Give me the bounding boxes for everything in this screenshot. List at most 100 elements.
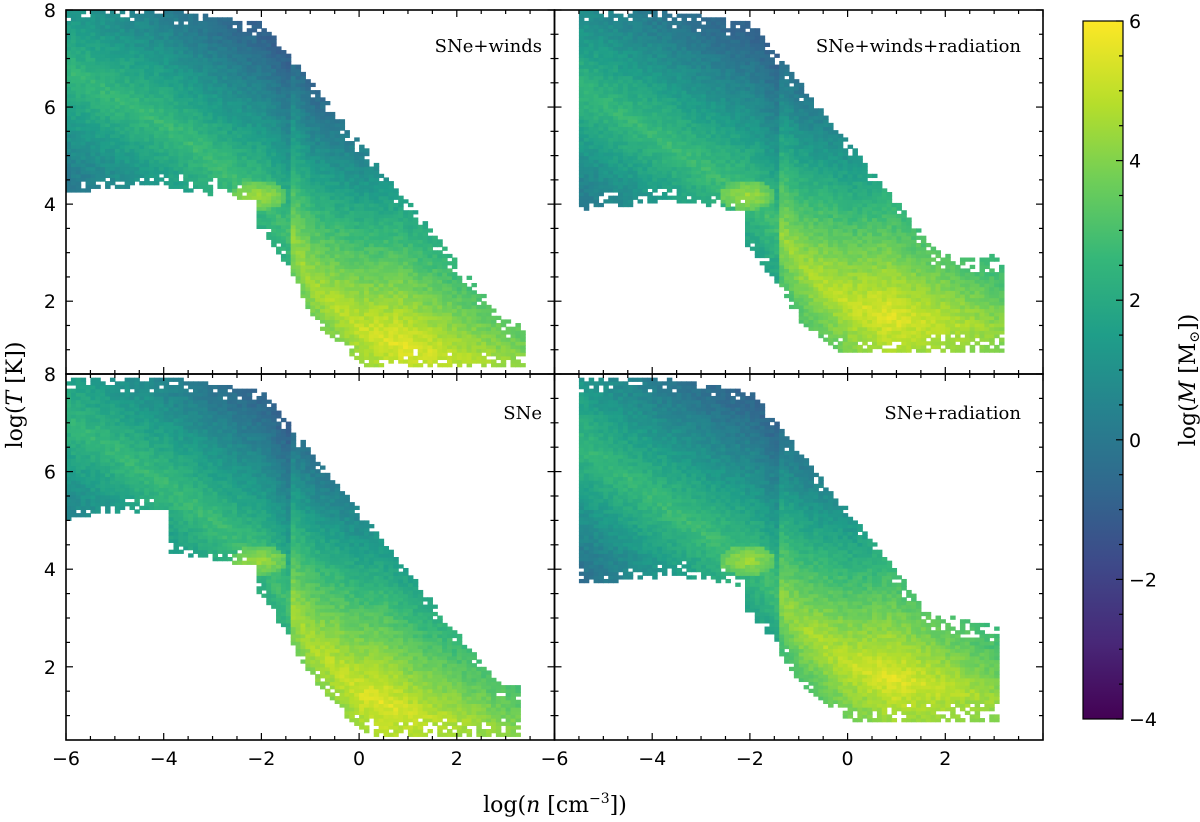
heatmap-cell xyxy=(598,28,604,33)
heatmap-cell xyxy=(188,20,194,26)
heatmap-cell xyxy=(114,144,121,149)
heatmap-cell xyxy=(437,323,443,328)
heatmap-cell xyxy=(271,79,277,84)
heatmap-cell xyxy=(359,261,365,266)
heatmap-cell xyxy=(437,319,443,324)
heatmap-cell xyxy=(334,181,341,186)
heatmap-cell xyxy=(163,10,170,15)
heatmap-cell xyxy=(193,173,199,179)
heatmap-cell xyxy=(290,166,297,171)
heatmap-cell xyxy=(349,268,355,273)
heatmap-cell xyxy=(344,170,350,175)
heatmap-cell xyxy=(618,202,624,208)
heatmap-cell xyxy=(129,126,135,131)
heatmap-cell xyxy=(329,151,336,157)
heatmap-cell xyxy=(300,253,306,259)
heatmap-cell xyxy=(227,115,233,120)
heatmap-cell xyxy=(139,50,145,55)
heatmap-cell xyxy=(149,75,155,80)
heatmap-cell xyxy=(124,82,131,88)
heatmap-cell xyxy=(329,286,336,291)
heatmap-cell xyxy=(66,86,72,91)
heatmap-cell xyxy=(276,60,282,66)
heatmap-cell xyxy=(149,10,155,15)
heatmap-cell xyxy=(613,57,619,62)
heatmap-cell xyxy=(266,177,272,182)
heatmap-cell xyxy=(109,162,116,168)
heatmap-cell xyxy=(251,108,258,113)
heatmap-cell xyxy=(608,90,614,95)
heatmap-cell xyxy=(427,315,433,320)
heatmap-cell xyxy=(207,108,214,113)
heatmap-cell xyxy=(603,79,609,84)
heatmap-cell xyxy=(652,111,658,117)
heatmap-cell xyxy=(627,195,634,200)
heatmap-cell xyxy=(432,326,438,331)
heatmap-cell xyxy=(222,90,228,95)
heatmap-cell xyxy=(578,104,585,109)
heatmap-cell xyxy=(183,126,189,131)
heatmap-cell xyxy=(280,115,287,120)
heatmap-cell xyxy=(349,159,355,164)
heatmap-cell xyxy=(329,246,336,251)
heatmap-cell xyxy=(613,42,619,47)
heatmap-cell xyxy=(622,82,629,88)
heatmap-cell xyxy=(85,111,92,117)
heatmap-cell xyxy=(349,177,355,182)
heatmap-cell xyxy=(295,64,302,69)
heatmap-cell xyxy=(613,90,619,95)
heatmap-cell xyxy=(378,210,385,215)
heatmap-cell xyxy=(271,57,277,62)
heatmap-cell xyxy=(236,64,243,69)
heatmap-cell xyxy=(363,195,370,200)
heatmap-cell xyxy=(266,210,272,215)
heatmap-cell xyxy=(398,250,404,255)
heatmap-cell xyxy=(300,181,306,186)
heatmap-cell xyxy=(334,188,341,193)
heatmap-cell xyxy=(642,71,648,77)
heatmap-cell xyxy=(344,133,350,138)
heatmap-cell xyxy=(627,141,634,146)
heatmap-cell xyxy=(515,352,521,357)
heatmap-cell xyxy=(202,130,209,135)
heatmap-cell xyxy=(90,68,96,73)
heatmap-cell xyxy=(188,111,194,117)
heatmap-cell xyxy=(373,286,380,291)
heatmap-cell xyxy=(388,308,394,313)
heatmap-cell xyxy=(315,181,321,186)
heatmap-cell xyxy=(359,290,365,295)
heatmap-cell xyxy=(285,68,292,73)
heatmap-cell xyxy=(383,312,389,317)
heatmap-cell xyxy=(114,35,121,40)
heatmap-cell xyxy=(212,64,219,69)
heatmap-cell xyxy=(95,97,101,102)
heatmap-cell xyxy=(652,181,658,186)
heatmap-cell xyxy=(285,239,292,244)
heatmap-cell xyxy=(422,355,429,361)
heatmap-cell xyxy=(363,151,370,157)
heatmap-cell xyxy=(305,108,311,113)
heatmap-cell xyxy=(280,137,287,142)
heatmap-cell xyxy=(393,308,399,313)
heatmap-cell xyxy=(153,35,160,40)
heatmap-cell xyxy=(334,242,341,248)
heatmap-cell xyxy=(642,64,648,69)
heatmap-cell xyxy=(217,133,223,138)
heatmap-cell xyxy=(349,199,355,204)
heatmap-cell xyxy=(295,199,302,204)
heatmap-cell xyxy=(119,151,126,157)
heatmap-cell xyxy=(163,151,170,157)
heatmap-cell xyxy=(578,195,585,200)
heatmap-cell xyxy=(105,111,111,117)
heatmap-cell xyxy=(134,151,140,157)
heatmap-cell xyxy=(593,184,600,189)
heatmap-cell xyxy=(305,213,311,219)
heatmap-cell xyxy=(183,53,189,58)
heatmap-cell xyxy=(266,206,272,211)
heatmap-cell xyxy=(417,315,424,320)
heatmap-cell xyxy=(256,86,262,91)
heatmap-cell xyxy=(613,31,619,37)
heatmap-cell xyxy=(310,115,316,120)
heatmap-cell xyxy=(578,166,585,171)
heatmap-cell xyxy=(403,315,409,320)
